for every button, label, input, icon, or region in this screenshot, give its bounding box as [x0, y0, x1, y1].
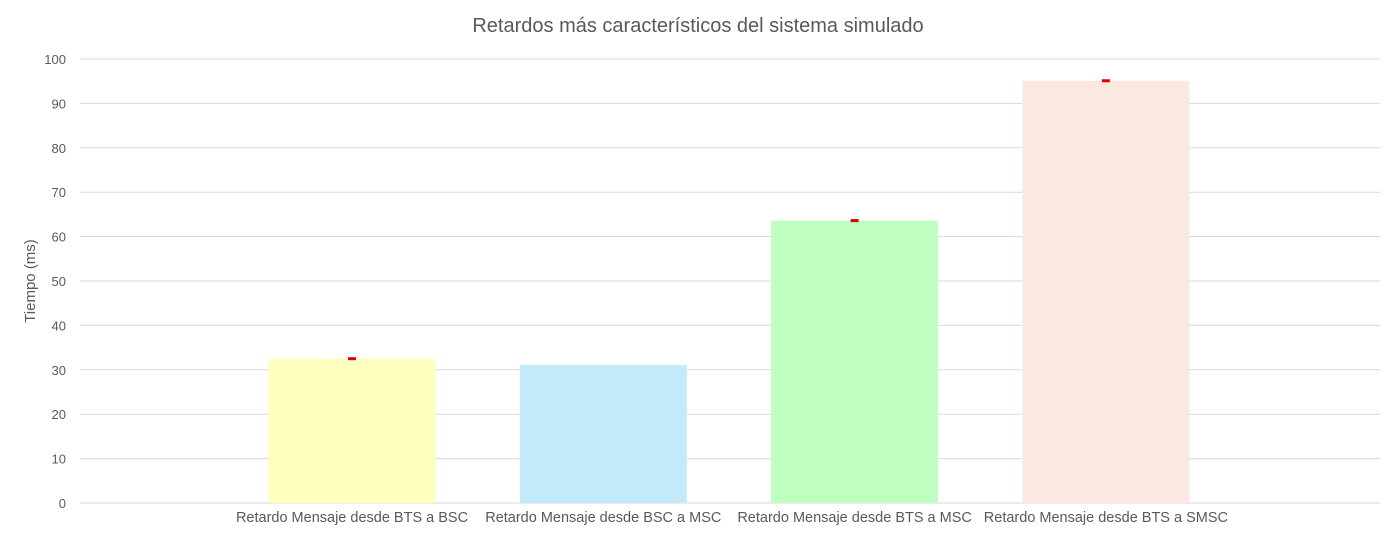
y-tick-label: 100 — [44, 52, 66, 67]
y-tick-label: 60 — [52, 230, 66, 245]
y-tick-label: 10 — [52, 452, 66, 467]
error-bar-marker — [1101, 79, 1110, 83]
bar — [1022, 80, 1190, 504]
x-tick-label: Retardo Mensaje desde BTS a BSC — [236, 510, 468, 526]
chart-title: Retardos más característicos del sistema… — [472, 15, 923, 37]
y-tick-label: 80 — [52, 141, 66, 156]
bar — [519, 364, 687, 503]
x-tick-label: Retardo Mensaje desde BTS a SMSC — [984, 510, 1228, 526]
y-tick-label: 30 — [52, 363, 66, 378]
y-tick-label: 0 — [59, 496, 66, 511]
bars — [268, 79, 1190, 504]
error-bar-marker — [348, 357, 356, 361]
x-axis-labels: Retardo Mensaje desde BTS a BSC Retardo M… — [236, 510, 1228, 526]
bar — [771, 220, 939, 503]
error-bar-marker — [850, 219, 859, 223]
bar — [268, 358, 436, 503]
y-axis-label: Tiempo (ms) — [22, 239, 39, 323]
y-tick-label: 90 — [52, 96, 66, 111]
x-tick-label: Retardo Mensaje desde BSC a MSC — [485, 510, 721, 526]
y-axis-ticks: 0 10 20 30 40 50 60 70 80 90 100 — [44, 52, 66, 511]
y-tick-label: 70 — [52, 185, 66, 200]
x-tick-label: Retardo Mensaje desde BTS a MSC — [737, 510, 972, 526]
y-tick-label: 40 — [52, 318, 66, 333]
y-tick-label: 50 — [52, 274, 66, 289]
y-tick-label: 20 — [52, 407, 66, 422]
